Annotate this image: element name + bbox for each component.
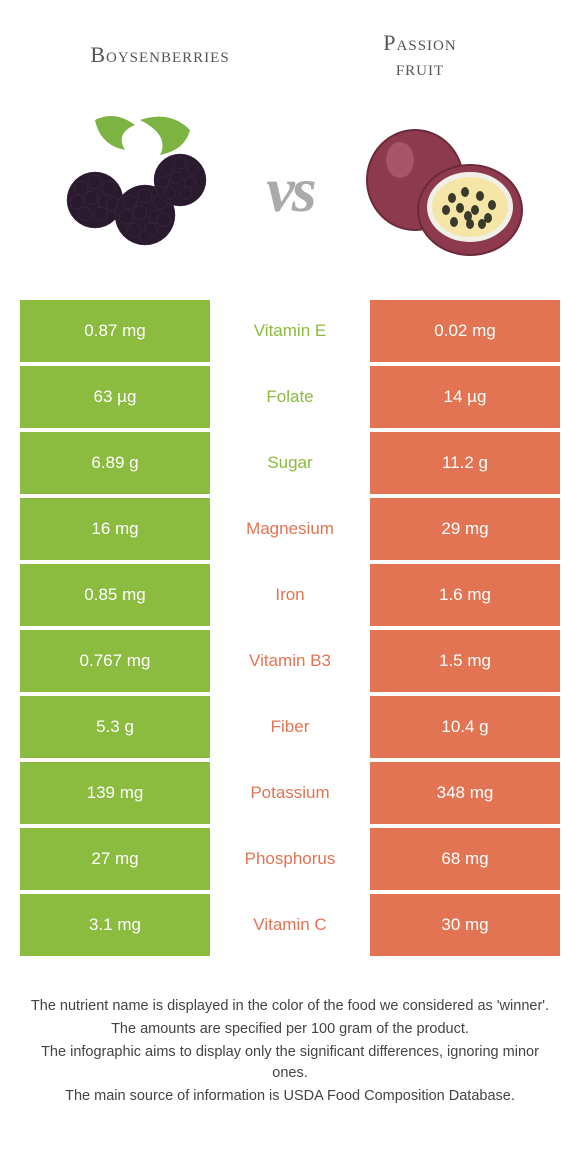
cell-nutrient-label: Phosphorus — [210, 828, 370, 890]
table-row: 63 µgFolate14 µg — [20, 366, 560, 428]
cell-right-value: 68 mg — [370, 828, 560, 890]
cell-left-value: 0.87 mg — [20, 300, 210, 362]
cell-nutrient-label: Magnesium — [210, 498, 370, 560]
cell-left-value: 0.85 mg — [20, 564, 210, 626]
cell-nutrient-label: Vitamin E — [210, 300, 370, 362]
vs-label: vs — [266, 153, 313, 227]
cell-right-value: 1.6 mg — [370, 564, 560, 626]
title-right: Passion fruit — [290, 30, 550, 81]
cell-left-value: 16 mg — [20, 498, 210, 560]
cell-nutrient-label: Sugar — [210, 432, 370, 494]
cell-right-value: 1.5 mg — [370, 630, 560, 692]
passionfruit-image — [350, 105, 540, 275]
table-row: 3.1 mgVitamin C30 mg — [20, 894, 560, 956]
cell-left-value: 27 mg — [20, 828, 210, 890]
boysenberry-image — [40, 105, 230, 275]
table-row: 0.85 mgIron1.6 mg — [20, 564, 560, 626]
cell-right-value: 10.4 g — [370, 696, 560, 758]
cell-right-value: 29 mg — [370, 498, 560, 560]
cell-right-value: 0.02 mg — [370, 300, 560, 362]
footnote-line: The infographic aims to display only the… — [30, 1042, 550, 1086]
table-row: 0.87 mgVitamin E0.02 mg — [20, 300, 560, 362]
cell-nutrient-label: Vitamin B3 — [210, 630, 370, 692]
table-row: 27 mgPhosphorus68 mg — [20, 828, 560, 890]
title-right-line1: Passion — [383, 30, 456, 55]
title-right-line2: fruit — [396, 55, 444, 80]
cell-nutrient-label: Vitamin C — [210, 894, 370, 956]
cell-right-value: 14 µg — [370, 366, 560, 428]
table-row: 16 mgMagnesium29 mg — [20, 498, 560, 560]
footnote-line: The amounts are specified per 100 gram o… — [30, 1019, 550, 1041]
cell-nutrient-label: Iron — [210, 564, 370, 626]
header: Boysenberries Passion fruit — [0, 0, 580, 90]
cell-right-value: 30 mg — [370, 894, 560, 956]
table-row: 6.89 gSugar11.2 g — [20, 432, 560, 494]
cell-left-value: 3.1 mg — [20, 894, 210, 956]
cell-nutrient-label: Folate — [210, 366, 370, 428]
cell-nutrient-label: Fiber — [210, 696, 370, 758]
table-row: 5.3 gFiber10.4 g — [20, 696, 560, 758]
footnote-line: The nutrient name is displayed in the co… — [30, 996, 550, 1018]
cell-left-value: 63 µg — [20, 366, 210, 428]
cell-left-value: 139 mg — [20, 762, 210, 824]
images-row: vs — [0, 90, 580, 290]
cell-right-value: 11.2 g — [370, 432, 560, 494]
footnotes: The nutrient name is displayed in the co… — [30, 996, 550, 1108]
table-row: 139 mgPotassium348 mg — [20, 762, 560, 824]
comparison-table: 0.87 mgVitamin E0.02 mg63 µgFolate14 µg6… — [20, 300, 560, 956]
title-left: Boysenberries — [30, 42, 290, 68]
cell-left-value: 6.89 g — [20, 432, 210, 494]
cell-left-value: 0.767 mg — [20, 630, 210, 692]
cell-nutrient-label: Potassium — [210, 762, 370, 824]
cell-left-value: 5.3 g — [20, 696, 210, 758]
cell-right-value: 348 mg — [370, 762, 560, 824]
table-row: 0.767 mgVitamin B31.5 mg — [20, 630, 560, 692]
footnote-line: The main source of information is USDA F… — [30, 1086, 550, 1108]
